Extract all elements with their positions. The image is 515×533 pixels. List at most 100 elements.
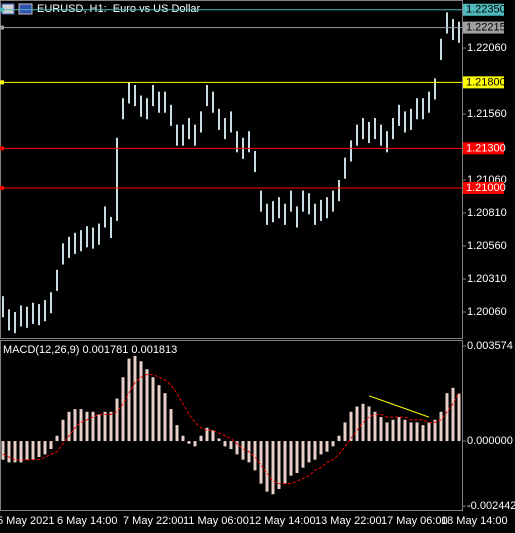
y-tick-label: -0.002442 [467,500,515,512]
macd-bar [223,441,227,447]
macd-bar [313,441,317,460]
macd-bar [79,409,83,442]
macd-bar [277,441,281,489]
level-marker [0,7,4,12]
macd-panel-frame [0,340,463,511]
macd-bar [391,419,395,442]
macd-bar [421,425,425,442]
macd-bar [433,419,437,442]
macd-bar [355,406,359,442]
level-marker [0,146,4,151]
macd-bar [409,422,413,442]
macd-bar [37,441,41,458]
signal-line [2,374,460,485]
macd-bar [451,387,455,442]
macd-bar [85,411,89,442]
macd-bar [1,441,5,460]
macd-bar [193,441,197,447]
macd-bar [25,441,29,460]
main-panel-frame [0,0,463,339]
macd-bar [259,441,263,484]
macd-bar [175,425,179,442]
macd-bar [373,411,377,442]
macd-bar [439,411,443,442]
macd-bar [13,441,17,463]
macd-bar [103,411,107,442]
level-label: 1.21800 [466,76,506,88]
x-tick-label: 7 May 22:00 [123,515,184,527]
macd-bar [73,409,77,442]
macd-bar [427,422,431,442]
level-label-box [463,76,504,89]
macd-bar [337,435,341,442]
macd-bar [457,393,461,442]
macd-bar [295,441,299,474]
macd-bar [43,441,47,455]
trendline [368,395,430,418]
macd-bar [403,419,407,442]
macd-bar [187,441,191,444]
macd-bar [97,414,101,442]
macd-bar [157,385,161,442]
y-tick-label: 0.000000 [467,435,513,447]
macd-bar [367,406,371,442]
macd-bar [301,441,305,468]
level-label: 1.22215 [466,21,506,33]
macd-bar [55,435,59,442]
macd-title: MACD(12,26,9) 0.001781 0.001813 [3,344,177,356]
level-label-box [463,3,504,16]
macd-bar [19,441,23,463]
x-tick-label: 13 May 22:00 [315,515,382,527]
chart-title: EURUSD, H1: Euro vs US Dollar [37,3,201,15]
macd-bar [109,411,113,442]
level-label-box [463,142,504,155]
level-label-box [463,21,504,34]
macd-bar [49,441,53,450]
level-label: 1.21300 [466,142,506,154]
macd-bar [265,441,269,492]
macd-bar [169,409,173,442]
macd-bar [241,441,245,460]
macd-bar [235,441,239,455]
macd-bar [331,441,335,447]
macd-bar [163,393,167,442]
level-label: 1.22350 [466,4,506,16]
y-tick-label: 1.20310 [467,273,507,285]
x-tick-label: 12 May 14:00 [249,515,316,527]
macd-bar [307,441,311,463]
macd-bar [139,361,143,442]
level-label: 1.21000 [466,182,506,194]
macd-bar [325,441,329,452]
macd-bar [31,441,35,460]
macd-bar [205,427,209,442]
macd-bar [343,422,347,442]
macd-bar [217,438,221,442]
x-tick-label: 6 May 14:00 [57,515,118,527]
macd-bar [151,377,155,442]
macd-bar [361,403,365,442]
level-label-box [463,181,504,194]
x-tick-label: 5 May 2021 [0,515,54,527]
macd-bar [283,441,287,484]
macd-bar [289,441,293,476]
y-tick-label: 0.003574 [467,340,513,352]
x-tick-label: 11 May 06:00 [183,515,249,527]
macd-bar [445,393,449,442]
y-tick-label: 1.20560 [467,240,507,252]
macd-bar [181,435,185,442]
macd-bar [133,355,137,442]
macd-bar [271,441,275,495]
macd-bar [121,377,125,442]
level-marker [0,185,4,190]
y-tick-label: 1.21560 [467,108,507,120]
macd-bar [253,441,257,471]
macd-bar [7,441,11,463]
macd-bar [397,417,401,442]
x-tick-label: 17 May 06:00 [381,515,448,527]
macd-bar [319,441,323,455]
flag-icon [18,3,33,15]
macd-bar [115,398,119,442]
level-marker [0,80,4,85]
y-tick-label: 1.22060 [467,42,507,54]
